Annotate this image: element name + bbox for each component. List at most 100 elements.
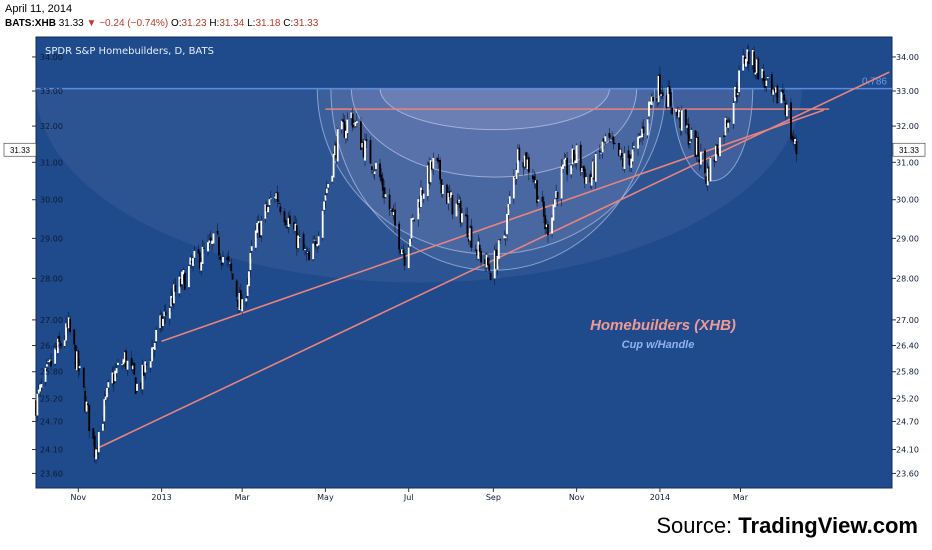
candle-body xyxy=(571,148,574,165)
candle xyxy=(258,221,261,238)
candle-body xyxy=(212,233,215,244)
candle-body xyxy=(684,109,687,127)
candle-body xyxy=(207,242,209,252)
candle xyxy=(728,118,731,124)
candle-body xyxy=(619,149,622,156)
candle-body xyxy=(725,119,728,128)
candle xyxy=(383,180,386,204)
candle-body xyxy=(639,135,642,138)
candle-body xyxy=(705,176,708,185)
candle xyxy=(687,117,690,149)
candle-body xyxy=(403,253,406,266)
candle xyxy=(459,196,462,228)
candle xyxy=(168,305,171,326)
candle-body xyxy=(728,120,731,122)
candle xyxy=(525,151,528,170)
candle-body xyxy=(388,194,391,210)
candle-body xyxy=(686,125,689,128)
candle xyxy=(82,367,85,390)
y-tick-label-left-7: 28.00 xyxy=(40,274,63,283)
candle xyxy=(36,391,39,422)
candle xyxy=(365,133,368,148)
candle xyxy=(526,151,529,171)
candle-body xyxy=(48,359,51,363)
candle-body xyxy=(97,431,100,453)
candle xyxy=(321,210,324,241)
candle xyxy=(486,252,489,268)
candle-body xyxy=(713,159,716,162)
candle xyxy=(781,83,784,100)
candle xyxy=(265,200,268,218)
candle xyxy=(652,91,654,104)
candle-body xyxy=(485,254,488,268)
candle-body xyxy=(151,347,153,362)
candle-body xyxy=(470,225,473,248)
candle-body xyxy=(345,130,347,139)
candle-body xyxy=(761,68,764,79)
y-tick-label-left-3: 25.20 xyxy=(40,395,63,404)
candle xyxy=(465,207,467,217)
candle xyxy=(77,349,80,379)
candle-body xyxy=(755,59,758,73)
candle xyxy=(354,120,357,128)
y-tick-label-left-12: 33.00 xyxy=(40,87,63,96)
y-tick-label-right-3: 25.20 xyxy=(896,395,919,404)
candle xyxy=(324,188,327,209)
candle-body xyxy=(231,273,234,280)
candle xyxy=(298,230,301,244)
candle xyxy=(380,167,383,185)
candle xyxy=(517,143,519,180)
candle xyxy=(351,108,354,131)
candle-body xyxy=(573,149,575,163)
candle-body xyxy=(661,92,664,97)
candle xyxy=(355,113,358,128)
candle xyxy=(115,364,118,378)
candle-body xyxy=(532,175,534,180)
candle xyxy=(417,198,420,227)
candle xyxy=(537,195,540,202)
candle xyxy=(533,171,536,188)
candle xyxy=(448,184,451,200)
candle xyxy=(37,384,40,399)
candle-body xyxy=(407,247,410,269)
candle-body xyxy=(489,273,492,281)
candle-body xyxy=(533,176,536,183)
candle-body xyxy=(649,101,652,105)
candle xyxy=(719,135,721,158)
candle xyxy=(493,245,496,286)
candle-body xyxy=(734,87,736,102)
candle xyxy=(410,217,413,242)
candle-body xyxy=(504,236,507,239)
candle xyxy=(649,101,652,108)
candle xyxy=(507,198,510,222)
candle xyxy=(456,193,459,212)
candle-body xyxy=(776,85,779,104)
candle-body xyxy=(542,201,545,217)
candle xyxy=(140,380,143,393)
ohlc-close-value: 31.33 xyxy=(293,18,319,29)
candle-body xyxy=(611,138,614,140)
candle-body xyxy=(667,87,670,107)
candle-body xyxy=(383,187,386,199)
candle xyxy=(343,115,346,139)
candle-body xyxy=(585,177,588,184)
candle xyxy=(411,214,414,223)
candle xyxy=(54,347,57,366)
candle-body xyxy=(652,97,654,102)
candle xyxy=(35,397,37,418)
candle-body xyxy=(474,249,477,251)
candle-body xyxy=(237,299,239,308)
candle xyxy=(136,382,138,392)
candle-body xyxy=(488,264,491,271)
candle xyxy=(450,189,452,198)
candle xyxy=(552,199,555,222)
y-tick-label-left-8: 29.00 xyxy=(40,234,63,243)
candle-body xyxy=(239,290,242,310)
candle-body xyxy=(375,162,377,169)
candle xyxy=(541,190,544,206)
candle xyxy=(228,262,231,269)
candle xyxy=(237,299,239,314)
pattern-title: Homebuilders (XHB) xyxy=(590,317,736,334)
candle-body xyxy=(331,175,334,182)
